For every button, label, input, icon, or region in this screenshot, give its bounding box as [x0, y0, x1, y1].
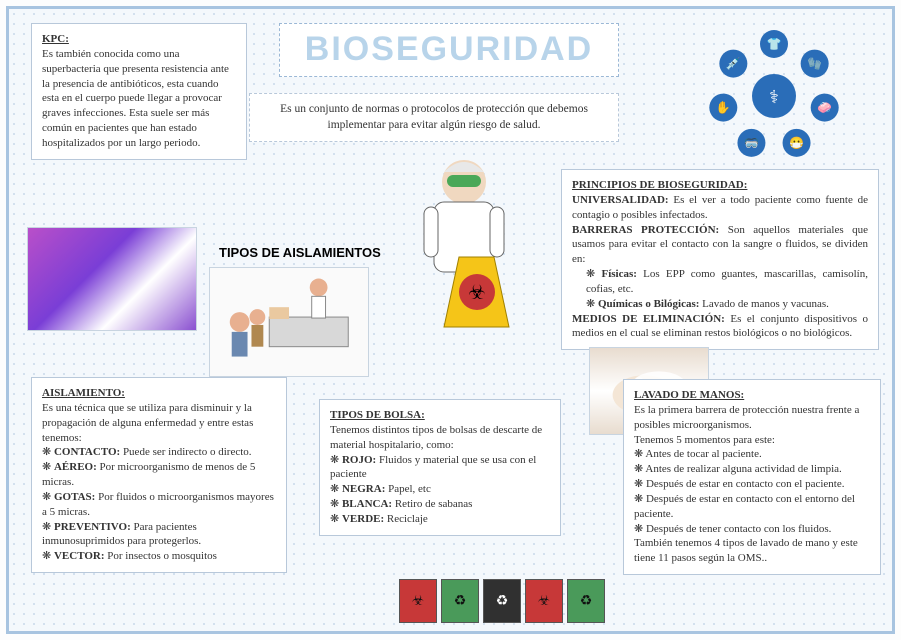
- aislamiento-intro: Es una técnica que se utiliza para dismi…: [42, 401, 276, 446]
- waste-bag: ♻: [567, 579, 605, 623]
- principios-fisicas: Físicas: Los EPP como guantes, mascarill…: [586, 267, 868, 297]
- kpc-heading: KPC:: [42, 32, 236, 47]
- principios-universalidad: UNIVERSALIDAD: Es el ver a todo paciente…: [572, 193, 868, 223]
- svg-text:⚕: ⚕: [769, 87, 779, 107]
- bolsa-item: ROJO: Fluidos y material que se usa con …: [330, 453, 550, 483]
- svg-text:💉: 💉: [726, 57, 741, 71]
- waste-bags-row: ☣♻♻☣♻: [399, 579, 605, 623]
- subtitle-box: Es un conjunto de normas o protocolos de…: [249, 93, 619, 142]
- tipos-bolsa-box: TIPOS DE BOLSA: Tenemos distintos tipos …: [319, 399, 561, 536]
- lavado-footer: También tenemos 4 tipos de lavado de man…: [634, 536, 870, 566]
- lavado-heading: LAVADO DE MANOS:: [634, 388, 870, 403]
- page-frame: KPC: Es también conocida como una superb…: [6, 6, 895, 634]
- waste-bag: ♻: [441, 579, 479, 623]
- isolation-illustration: [209, 267, 369, 377]
- principios-box: PRINCIPIOS DE BIOSEGURIDAD: UNIVERSALIDA…: [561, 169, 879, 350]
- waste-bag: ♻: [483, 579, 521, 623]
- principios-quimicas: Químicas o Bilógicas: Lavado de manos y …: [586, 297, 868, 312]
- svg-text:👕: 👕: [767, 37, 782, 51]
- svg-text:☣: ☣: [468, 282, 486, 304]
- bolsa-item: BLANCA: Retiro de sabanas: [330, 497, 550, 512]
- tipos-aislamientos-title: TIPOS DE AISLAMIENTOS: [219, 245, 381, 260]
- waste-bag: ☣: [399, 579, 437, 623]
- svg-text:🧤: 🧤: [807, 57, 822, 71]
- aislamiento-item: PREVENTIVO: Para pacientes inmunosuprimi…: [42, 520, 276, 550]
- aislamiento-item: GOTAS: Por fluidos o microorganismos may…: [42, 490, 276, 520]
- aislamiento-item: VECTOR: Por insectos o mosquitos: [42, 549, 276, 564]
- kpc-box: KPC: Es también conocida como una superb…: [31, 23, 247, 160]
- principios-barreras: BARRERAS PROTECCIÓN: Son aquellos materi…: [572, 223, 868, 268]
- aislamiento-item: AÉREO: Por microorganismo de menos de 5 …: [42, 460, 276, 490]
- aislamiento-box: AISLAMIENTO: Es una técnica que se utili…: [31, 377, 287, 573]
- principios-medios: MEDIOS DE ELIMINACIÓN: Es el conjunto di…: [572, 312, 868, 342]
- bacteria-image: [27, 227, 197, 331]
- bolsa-item: VERDE: Reciclaje: [330, 512, 550, 527]
- lavado-sub: Tenemos 5 momentos para este:: [634, 433, 870, 448]
- aislamiento-heading: AISLAMIENTO:: [42, 386, 276, 401]
- lavado-intro: Es la primera barrera de protección nues…: [634, 403, 870, 433]
- lavado-item: Antes de tocar al paciente.: [634, 447, 870, 462]
- lavado-item: Después de estar en contacto con el paci…: [634, 477, 870, 492]
- lavado-item: Después de estar en contacto con el ento…: [634, 492, 870, 522]
- svg-text:🧼: 🧼: [817, 101, 832, 115]
- principios-heading: PRINCIPIOS DE BIOSEGURIDAD:: [572, 178, 868, 193]
- waste-bag: ☣: [525, 579, 563, 623]
- ppe-icon-ring: ⚕ 👕 🧤 🧼 😷 🥽 ✋ 💉: [689, 21, 859, 171]
- aislamiento-item: CONTACTO: Puede ser indirecto o directo.: [42, 445, 276, 460]
- tipos-bolsa-heading: TIPOS DE BOLSA:: [330, 408, 550, 423]
- lavado-item: Antes de realizar alguna actividad de li…: [634, 462, 870, 477]
- biohazard-worker-illustration: ☣: [389, 147, 539, 337]
- tipos-bolsa-intro: Tenemos distintos tipos de bolsas de des…: [330, 423, 550, 453]
- lavado-item: Después de tener contacto con los fluido…: [634, 522, 870, 537]
- kpc-body: Es también conocida como una superbacter…: [42, 47, 236, 151]
- bolsa-item: NEGRA: Papel, etc: [330, 482, 550, 497]
- lavado-box: LAVADO DE MANOS: Es la primera barrera d…: [623, 379, 881, 575]
- page-title: BIOSEGURIDAD: [279, 23, 619, 77]
- svg-text:😷: 😷: [789, 136, 804, 150]
- svg-text:✋: ✋: [716, 101, 731, 115]
- svg-text:🥽: 🥽: [744, 136, 759, 150]
